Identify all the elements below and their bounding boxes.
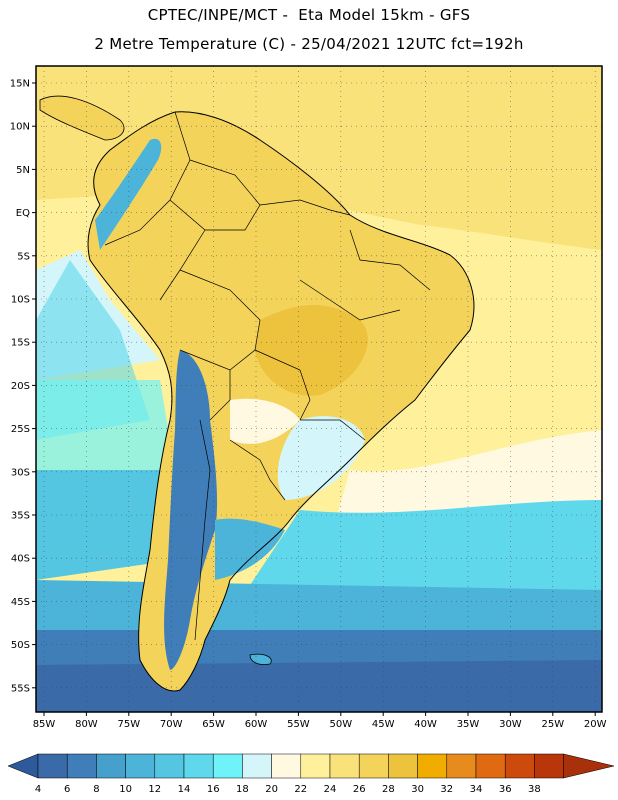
lat-label: 5N — [16, 165, 30, 176]
lon-label: 35W — [457, 719, 480, 730]
lat-label: 30S — [11, 467, 30, 478]
colorbar-swatch — [358, 753, 389, 779]
colorbar-swatch — [183, 753, 214, 779]
longitude-labels: 85W 80W 75W 70W 65W 60W 55W 50W 45W 40W 35W 30W 25W 2… — [33, 712, 607, 730]
colorbar-swatch — [66, 753, 97, 779]
lat-label: 35S — [11, 511, 30, 522]
colorbar-label: 14 — [178, 784, 191, 795]
colorbar-label: 32 — [440, 784, 453, 795]
lon-label: 50W — [329, 719, 352, 730]
ocean-atlantic-cool — [240, 500, 602, 600]
lon-label: 85W — [33, 719, 56, 730]
colorbar-label: 22 — [294, 784, 307, 795]
lon-label: 70W — [160, 719, 183, 730]
land-mild-band — [230, 398, 300, 444]
colorbar-swatch — [504, 753, 535, 779]
lon-label: 20W — [584, 719, 607, 730]
colorbar: 4 6 8 10 12 14 16 18 20 22 24 26 28 30 32 34 36 38 — [7, 753, 615, 795]
title-line-2: 2 Metre Temperature (C) - 25/04/2021 12U… — [94, 35, 524, 53]
map-field — [36, 66, 602, 712]
colorbar-swatch — [329, 753, 360, 779]
latitude-labels: 15N 10N 5N EQ 5S 10S 15S 20S 25S 30S 35S 40S 45S 50S 5… — [10, 79, 36, 694]
colorbar-swatch — [271, 753, 302, 779]
lon-label: 65W — [202, 719, 225, 730]
lon-label: 25W — [541, 719, 564, 730]
ocean-pacific-mid — [36, 380, 175, 470]
colorbar-label: 18 — [236, 784, 249, 795]
falkland-islands — [250, 654, 272, 665]
colorbar-high-arrow — [563, 753, 615, 779]
colorbar-swatch — [300, 753, 331, 779]
colorbar-swatch — [96, 753, 126, 779]
colorbar-label: 38 — [528, 784, 541, 795]
colorbar-swatch — [125, 753, 156, 779]
lon-label: 45W — [372, 719, 395, 730]
lon-label: 40W — [414, 719, 437, 730]
lat-label: 5S — [17, 251, 30, 262]
ocean-polar — [36, 660, 602, 712]
lat-label: 15N — [10, 79, 30, 90]
colorbar-swatch — [212, 753, 243, 779]
colorbar-low-arrow — [7, 753, 39, 779]
ocean-pacific-south — [36, 470, 180, 580]
colorbar-label: 6 — [64, 784, 70, 795]
title-line-1: CPTEC/INPE/MCT - Eta Model 15km - GFS — [147, 6, 471, 24]
colorbar-label: 34 — [470, 784, 483, 795]
land-south-brazil — [277, 416, 365, 500]
lon-label: 30W — [499, 719, 522, 730]
land-hot-interior — [255, 305, 368, 396]
lat-label: 40S — [11, 554, 30, 565]
colorbar-swatch — [388, 753, 418, 779]
lon-label: 75W — [117, 719, 140, 730]
colorbar-label: 30 — [411, 784, 424, 795]
colorbar-label: 24 — [324, 784, 337, 795]
colorbar-label: 10 — [119, 784, 132, 795]
colorbar-swatch — [475, 753, 506, 779]
lat-label: 10S — [11, 295, 30, 306]
map-frame — [35, 65, 603, 713]
lat-label: 55S — [11, 683, 30, 694]
falkland-coast — [249, 653, 272, 665]
colorbar-label: 16 — [207, 784, 220, 795]
colorbar-swatch — [37, 753, 68, 779]
colorbar-label: 12 — [148, 784, 161, 795]
lat-label: 25S — [11, 424, 30, 435]
lat-label: EQ — [16, 208, 30, 219]
colorbar-label: 28 — [382, 784, 395, 795]
colorbar-label: 20 — [265, 784, 278, 795]
colorbar-label: 26 — [353, 784, 366, 795]
colorbar-swatch — [154, 753, 185, 779]
colorbar-label: 8 — [93, 784, 99, 795]
central-america-coast — [39, 95, 125, 141]
colorbar-swatch — [242, 753, 272, 779]
colorbar-label: 36 — [499, 784, 512, 795]
central-america-land — [40, 96, 125, 140]
colorbar-swatch — [534, 753, 564, 779]
lat-label: 15S — [11, 338, 30, 349]
colorbar-swatch — [446, 753, 477, 779]
coastline — [87, 111, 475, 692]
lat-label: 45S — [11, 597, 30, 608]
colorbar-swatch — [417, 753, 448, 779]
land-northern-andes — [95, 138, 162, 250]
colorbar-label: 4 — [35, 784, 41, 795]
lon-label: 60W — [245, 719, 268, 730]
lon-label: 55W — [287, 719, 310, 730]
lat-label: 20S — [11, 381, 30, 392]
land-andes-cold — [164, 350, 218, 670]
lat-label: 10N — [10, 122, 30, 133]
land-patagonia — [215, 518, 285, 580]
country-borders — [104, 111, 431, 641]
lon-label: 80W — [75, 719, 98, 730]
lat-label: 50S — [11, 640, 30, 651]
